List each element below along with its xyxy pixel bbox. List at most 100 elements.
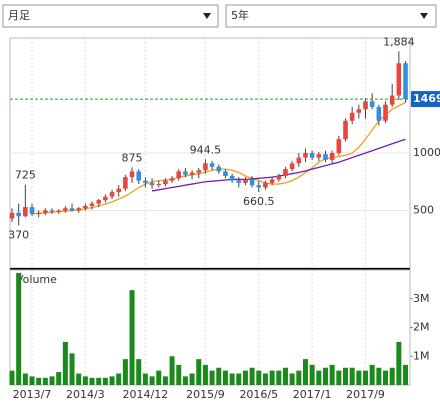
candle-body (396, 63, 402, 96)
candle-body (109, 192, 115, 197)
volume-bar (176, 364, 182, 385)
candle-body (229, 176, 235, 181)
volume-bar (182, 376, 188, 385)
annotation: 660.5 (243, 195, 275, 208)
volume-bar (389, 367, 395, 385)
volume-bar (363, 370, 369, 385)
volume-bar (169, 356, 175, 385)
x-tick-label: 2017/9 (346, 388, 385, 401)
candle-body (116, 188, 122, 193)
volume-bar (56, 372, 62, 385)
candle-body (89, 203, 95, 206)
candle-body (76, 208, 81, 211)
x-tick-label: 2013/7 (13, 388, 52, 401)
x-tick-label: 2015/9 (186, 388, 225, 401)
volume-bar (116, 373, 122, 385)
volume-bar (369, 364, 375, 385)
volume-bar (289, 373, 295, 385)
volume-bar (76, 373, 82, 385)
volume-bar (269, 370, 275, 385)
volume-bar (276, 370, 282, 385)
candle-body (296, 157, 302, 164)
candle-body (256, 185, 262, 188)
volume-bar (216, 367, 222, 385)
candle-body (49, 210, 55, 212)
volume-bar (309, 364, 315, 385)
volume-bar (222, 370, 228, 385)
candle-body (363, 101, 368, 110)
volume-bar (349, 367, 355, 385)
candle-body (276, 176, 282, 180)
candle-body (243, 179, 248, 183)
annotation: 370 (8, 228, 29, 241)
x-tick-label: 2014/12 (123, 388, 169, 401)
volume-bar (302, 359, 308, 385)
candle-body (189, 172, 195, 175)
candle-body (349, 112, 355, 121)
volume-bar (62, 341, 68, 385)
volume-bar (202, 364, 208, 385)
candle-body (143, 180, 148, 183)
annotation: 944.5 (190, 143, 222, 156)
volume-bar (189, 373, 195, 385)
volume-bar (129, 290, 135, 385)
volume-bar (156, 370, 162, 385)
candle-body (303, 153, 308, 158)
volume-bar (316, 370, 322, 385)
volume-bar (16, 272, 22, 385)
candle-body (383, 104, 388, 121)
candle-body (183, 171, 188, 175)
volume-bar (296, 370, 302, 385)
x-tick-label: 2017/1 (293, 388, 332, 401)
candle-body (323, 154, 328, 160)
volume-bar (149, 376, 155, 385)
candle-body (123, 177, 128, 189)
y-tick-label: 500 (413, 204, 434, 217)
candle-body (69, 208, 75, 211)
candle-body (309, 153, 315, 158)
candle-body (376, 107, 382, 121)
volume-bar (122, 359, 128, 385)
candle-body (236, 180, 242, 183)
volume-bar (36, 377, 42, 385)
volume-bar (242, 370, 248, 385)
volume-bar (9, 370, 15, 385)
volume-bar (136, 359, 142, 385)
volume-bar (383, 370, 389, 385)
volume-label: Volume (16, 273, 57, 286)
candle-body (163, 180, 168, 185)
volume-bar (96, 377, 102, 385)
candle-body (36, 212, 41, 214)
y-tick-label: 1000 (413, 146, 440, 159)
candle-body (356, 109, 362, 113)
volume-bar (229, 373, 235, 385)
candle-body (209, 163, 215, 167)
volume-bar (209, 370, 215, 385)
range-select[interactable] (225, 4, 437, 28)
volume-bar (142, 373, 148, 385)
volume-bar (82, 376, 88, 385)
candle-body (196, 170, 202, 173)
volume-bar (49, 376, 55, 385)
candle-body (289, 163, 295, 170)
candle-body (29, 207, 35, 214)
candle-body (129, 171, 135, 178)
candle-body (223, 171, 228, 176)
candle-body (169, 178, 175, 181)
volume-bar (396, 341, 402, 385)
period-select[interactable] (2, 4, 219, 28)
last-price-label: 1469 (413, 92, 440, 105)
volume-bar (29, 376, 35, 385)
y-tick-label: 3M (413, 292, 430, 305)
volume-bar (336, 370, 342, 385)
volume-bar (282, 367, 288, 385)
volume-bar (329, 364, 335, 385)
candle-body (103, 196, 108, 201)
candle-body (96, 200, 102, 204)
dropdown-arrow (420, 13, 428, 19)
candle-body (43, 210, 48, 213)
candle-body (9, 212, 15, 219)
candle-body (136, 171, 142, 181)
candle-body (23, 207, 28, 217)
